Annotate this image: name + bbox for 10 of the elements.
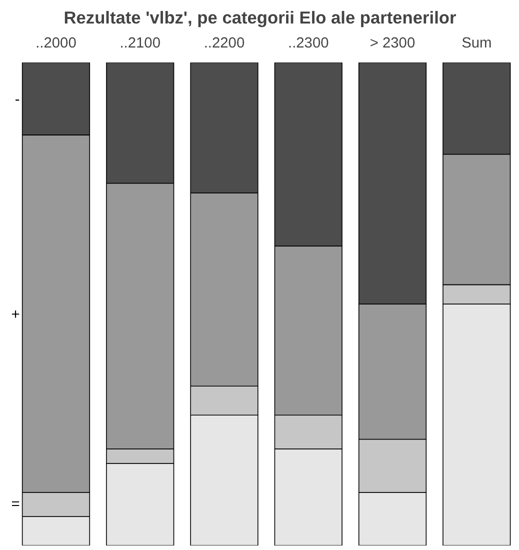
series-label: + (11, 307, 20, 324)
series-label: = (11, 496, 20, 512)
x-tick-label: > 2300 (370, 36, 416, 52)
x-tick-label: ..2100 (120, 36, 160, 52)
x-tick-label: Sum (462, 36, 492, 52)
series-label: - (14, 92, 20, 108)
chart-title: Rezultate 'vlbz', pe categorii Elo ale partenerilor (64, 8, 456, 28)
x-tick-label: ..2300 (288, 36, 329, 52)
x-tick-label: ..2200 (204, 36, 245, 52)
x-tick-label: ..2000 (36, 36, 76, 52)
